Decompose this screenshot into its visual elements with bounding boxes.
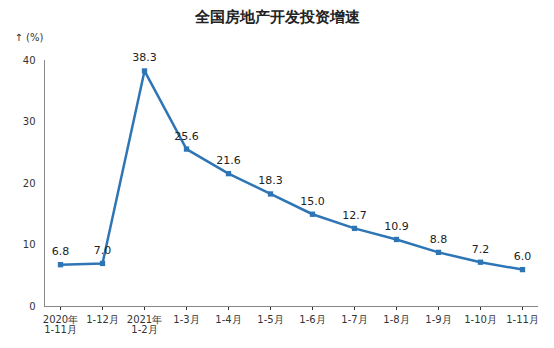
- svg-text:8.8: 8.8: [430, 233, 448, 246]
- svg-text:1-8月: 1-8月: [383, 314, 409, 325]
- svg-text:2020年1-11月: 2020年1-11月: [43, 314, 78, 335]
- svg-text:1-7月: 1-7月: [341, 314, 367, 325]
- svg-text:18.3: 18.3: [258, 174, 283, 187]
- svg-text:7.0: 7.0: [94, 244, 112, 257]
- svg-text:10.9: 10.9: [384, 220, 409, 233]
- svg-text:2021年1-2月: 2021年1-2月: [127, 314, 162, 335]
- svg-text:1-4月: 1-4月: [215, 314, 241, 325]
- html-text:全国房地产开发投资增速: 全国房地产开发投资增速: [194, 8, 360, 26]
- svg-text:38.3: 38.3: [132, 51, 157, 64]
- svg-text:6.8: 6.8: [52, 245, 70, 258]
- svg-text:1-5月: 1-5月: [257, 314, 283, 325]
- svg-text:21.6: 21.6: [216, 154, 241, 167]
- svg-text:1-9月: 1-9月: [425, 314, 451, 325]
- svg-text:40: 40: [23, 55, 36, 66]
- svg-text:1-11月: 1-11月: [506, 314, 539, 325]
- svg-text:7.2: 7.2: [472, 243, 490, 256]
- svg-text:↑ (%): ↑ (%): [15, 32, 44, 43]
- svg-text:12.7: 12.7: [342, 209, 367, 222]
- svg-text:10: 10: [23, 239, 36, 250]
- svg-text:25.6: 25.6: [174, 130, 199, 143]
- svg-text:6.0: 6.0: [514, 250, 532, 263]
- svg-text:1-3月: 1-3月: [173, 314, 199, 325]
- svg-text:1-12月: 1-12月: [86, 314, 119, 325]
- svg-text:0: 0: [29, 301, 35, 312]
- svg-text:1-10月: 1-10月: [464, 314, 497, 325]
- svg-text:1-6月: 1-6月: [299, 314, 325, 325]
- svg-text:15.0: 15.0: [300, 195, 325, 208]
- svg-text:20: 20: [23, 178, 36, 189]
- svg-text:30: 30: [23, 116, 36, 127]
